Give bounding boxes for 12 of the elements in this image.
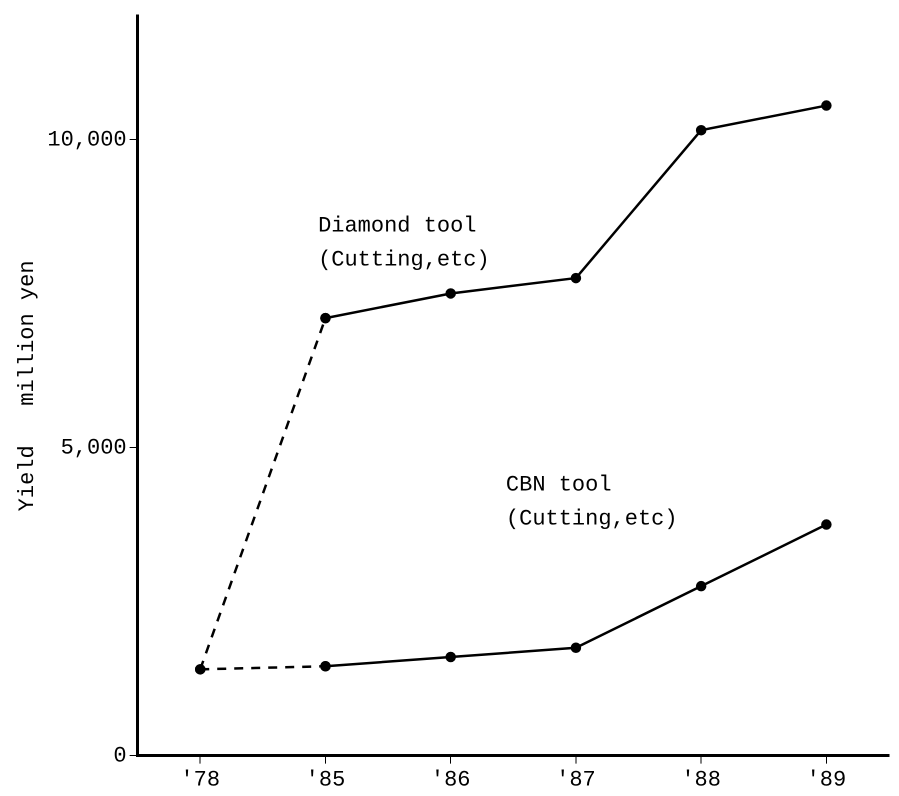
y-tick-label: 5,000 — [60, 435, 127, 460]
x-tick-label: '89 — [806, 768, 846, 793]
y-tick-label: 10,000 — [47, 127, 127, 152]
x-tick-label: '88 — [681, 768, 721, 793]
annotation: Diamond tool (Cutting,etc) — [318, 214, 490, 273]
y-axis-title: Yield million yen — [15, 260, 40, 512]
annotation: CBN tool (Cutting,etc) — [506, 472, 678, 532]
x-tick-label: '87 — [556, 768, 596, 793]
x-tick-label: '86 — [430, 768, 470, 793]
y-tick-label: 0 — [113, 743, 127, 768]
x-tick-label: '78 — [180, 768, 220, 793]
x-tick-label: '85 — [306, 768, 346, 793]
